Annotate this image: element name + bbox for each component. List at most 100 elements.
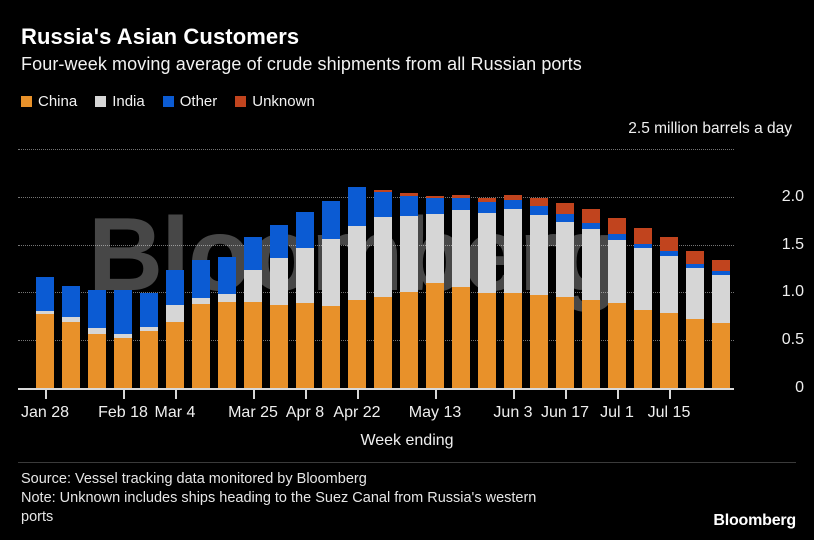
bar-segment-unknown: [426, 195, 444, 198]
x-axis-tick: [513, 390, 515, 399]
bar-column[interactable]: [400, 149, 418, 388]
bar-segment-india: [426, 214, 444, 283]
bar-segment-india: [62, 317, 80, 323]
legend-label: India: [112, 93, 145, 110]
bar-column[interactable]: [88, 149, 106, 388]
legend-label: China: [38, 93, 78, 110]
bar-segment-other: [582, 222, 600, 230]
bar-column[interactable]: [582, 149, 600, 388]
bar-column[interactable]: [270, 149, 288, 388]
x-axis-title: Week ending: [360, 432, 454, 449]
bar-segment-india: [218, 294, 236, 302]
bar-column[interactable]: [374, 149, 392, 388]
bar-column[interactable]: [348, 149, 366, 388]
bar-segment-india: [686, 267, 704, 320]
legend-item-unknown[interactable]: Unknown: [235, 94, 315, 109]
bar-column[interactable]: [712, 149, 730, 388]
x-axis-tick-label: Apr 22: [333, 404, 381, 421]
x-axis-tick: [45, 390, 47, 399]
bar-column[interactable]: [530, 149, 548, 388]
bar-segment-india: [36, 310, 54, 315]
bar-column[interactable]: [166, 149, 184, 388]
legend-item-other[interactable]: Other: [162, 94, 217, 109]
bar-segment-china: [374, 297, 392, 388]
x-axis-tick: [305, 390, 307, 399]
bar-segment-other: [62, 285, 80, 318]
unit-annotation: 2.5 million barrels a day: [628, 120, 792, 137]
bar-column[interactable]: [608, 149, 626, 388]
x-axis-tick-label: Jun 3: [493, 404, 533, 421]
bar-segment-india: [88, 327, 106, 334]
bar-segment-unknown: [374, 190, 392, 193]
bar-segment-india: [712, 275, 730, 323]
x-axis-tick-label: May 13: [408, 404, 462, 421]
bar-segment-india: [400, 215, 418, 293]
bar-segment-india: [608, 239, 626, 303]
bar-segment-other: [686, 263, 704, 268]
bar-segment-china: [582, 300, 600, 388]
x-axis-tick-label: Apr 8: [285, 404, 325, 421]
bar-segment-india: [192, 298, 210, 304]
bar-segment-unknown: [686, 251, 704, 264]
y-axis-tick-label: 1.0: [781, 283, 804, 301]
bar-segment-china: [660, 313, 678, 388]
x-axis-tick: [123, 390, 125, 399]
legend-swatch-icon: [95, 96, 107, 107]
bar-segment-other: [166, 270, 184, 305]
bar-segment-unknown: [608, 217, 626, 235]
bar-segment-china: [556, 297, 574, 388]
bar-segment-other: [218, 257, 236, 295]
bar-segment-india: [582, 229, 600, 301]
y-axis-tick-label: 0.5: [781, 331, 804, 349]
bar-column[interactable]: [114, 149, 132, 388]
x-axis-tick-label: Jun 17: [540, 404, 590, 421]
bar-segment-china: [530, 295, 548, 388]
bar-segment-china: [634, 309, 652, 388]
legend-swatch-icon: [162, 96, 174, 107]
bar-column[interactable]: [452, 149, 470, 388]
bar-segment-india: [322, 238, 340, 306]
legend-swatch-icon: [21, 96, 32, 107]
bar-segment-unknown: [556, 202, 574, 215]
bar-column[interactable]: [62, 149, 80, 388]
bar-segment-other: [348, 187, 366, 227]
x-axis-tick: [669, 390, 671, 399]
y-axis-tick-label: 0: [795, 379, 804, 396]
bar-column[interactable]: [634, 149, 652, 388]
x-axis-labels: Jan 28 Feb 18 Mar 4 Mar 25 Apr 8 Apr 22 May 13…: [0, 404, 814, 430]
bar-column[interactable]: [556, 149, 574, 388]
bar-segment-china: [322, 305, 340, 388]
bar-segment-china: [88, 333, 106, 388]
page-title: Russia's Asian Customers: [21, 24, 300, 49]
bar-column[interactable]: [322, 149, 340, 388]
bar-segment-india: [452, 210, 470, 287]
bar-column[interactable]: [296, 149, 314, 388]
x-axis-tick-label: Jul 15: [647, 404, 691, 421]
bar-segment-china: [400, 292, 418, 388]
bar-segment-other: [400, 195, 418, 216]
bar-column[interactable]: [426, 149, 444, 388]
x-axis-tick-marks: [0, 390, 814, 402]
bar-column[interactable]: [218, 149, 236, 388]
bar-column[interactable]: [192, 149, 210, 388]
x-axis-tick: [357, 390, 359, 399]
bar-segment-unknown: [400, 193, 418, 196]
bar-column[interactable]: [36, 149, 54, 388]
x-axis-tick-label: Mar 4: [154, 404, 196, 421]
legend-item-india[interactable]: India: [95, 94, 145, 109]
bar-column[interactable]: [660, 149, 678, 388]
bar-segment-unknown: [530, 197, 548, 207]
bar-segment-china: [712, 323, 730, 388]
bar-segment-unknown: [582, 209, 600, 223]
bar-segment-china: [62, 322, 80, 388]
bar-segment-other: [244, 236, 262, 271]
bar-column[interactable]: [244, 149, 262, 388]
bar-column[interactable]: [686, 149, 704, 388]
bar-column[interactable]: [478, 149, 496, 388]
bar-segment-other: [374, 192, 392, 217]
legend-item-china[interactable]: China: [21, 94, 77, 109]
bar-column[interactable]: [504, 149, 522, 388]
x-axis-line: [18, 388, 734, 390]
bar-segment-other: [452, 197, 470, 211]
bar-column[interactable]: [140, 149, 158, 388]
